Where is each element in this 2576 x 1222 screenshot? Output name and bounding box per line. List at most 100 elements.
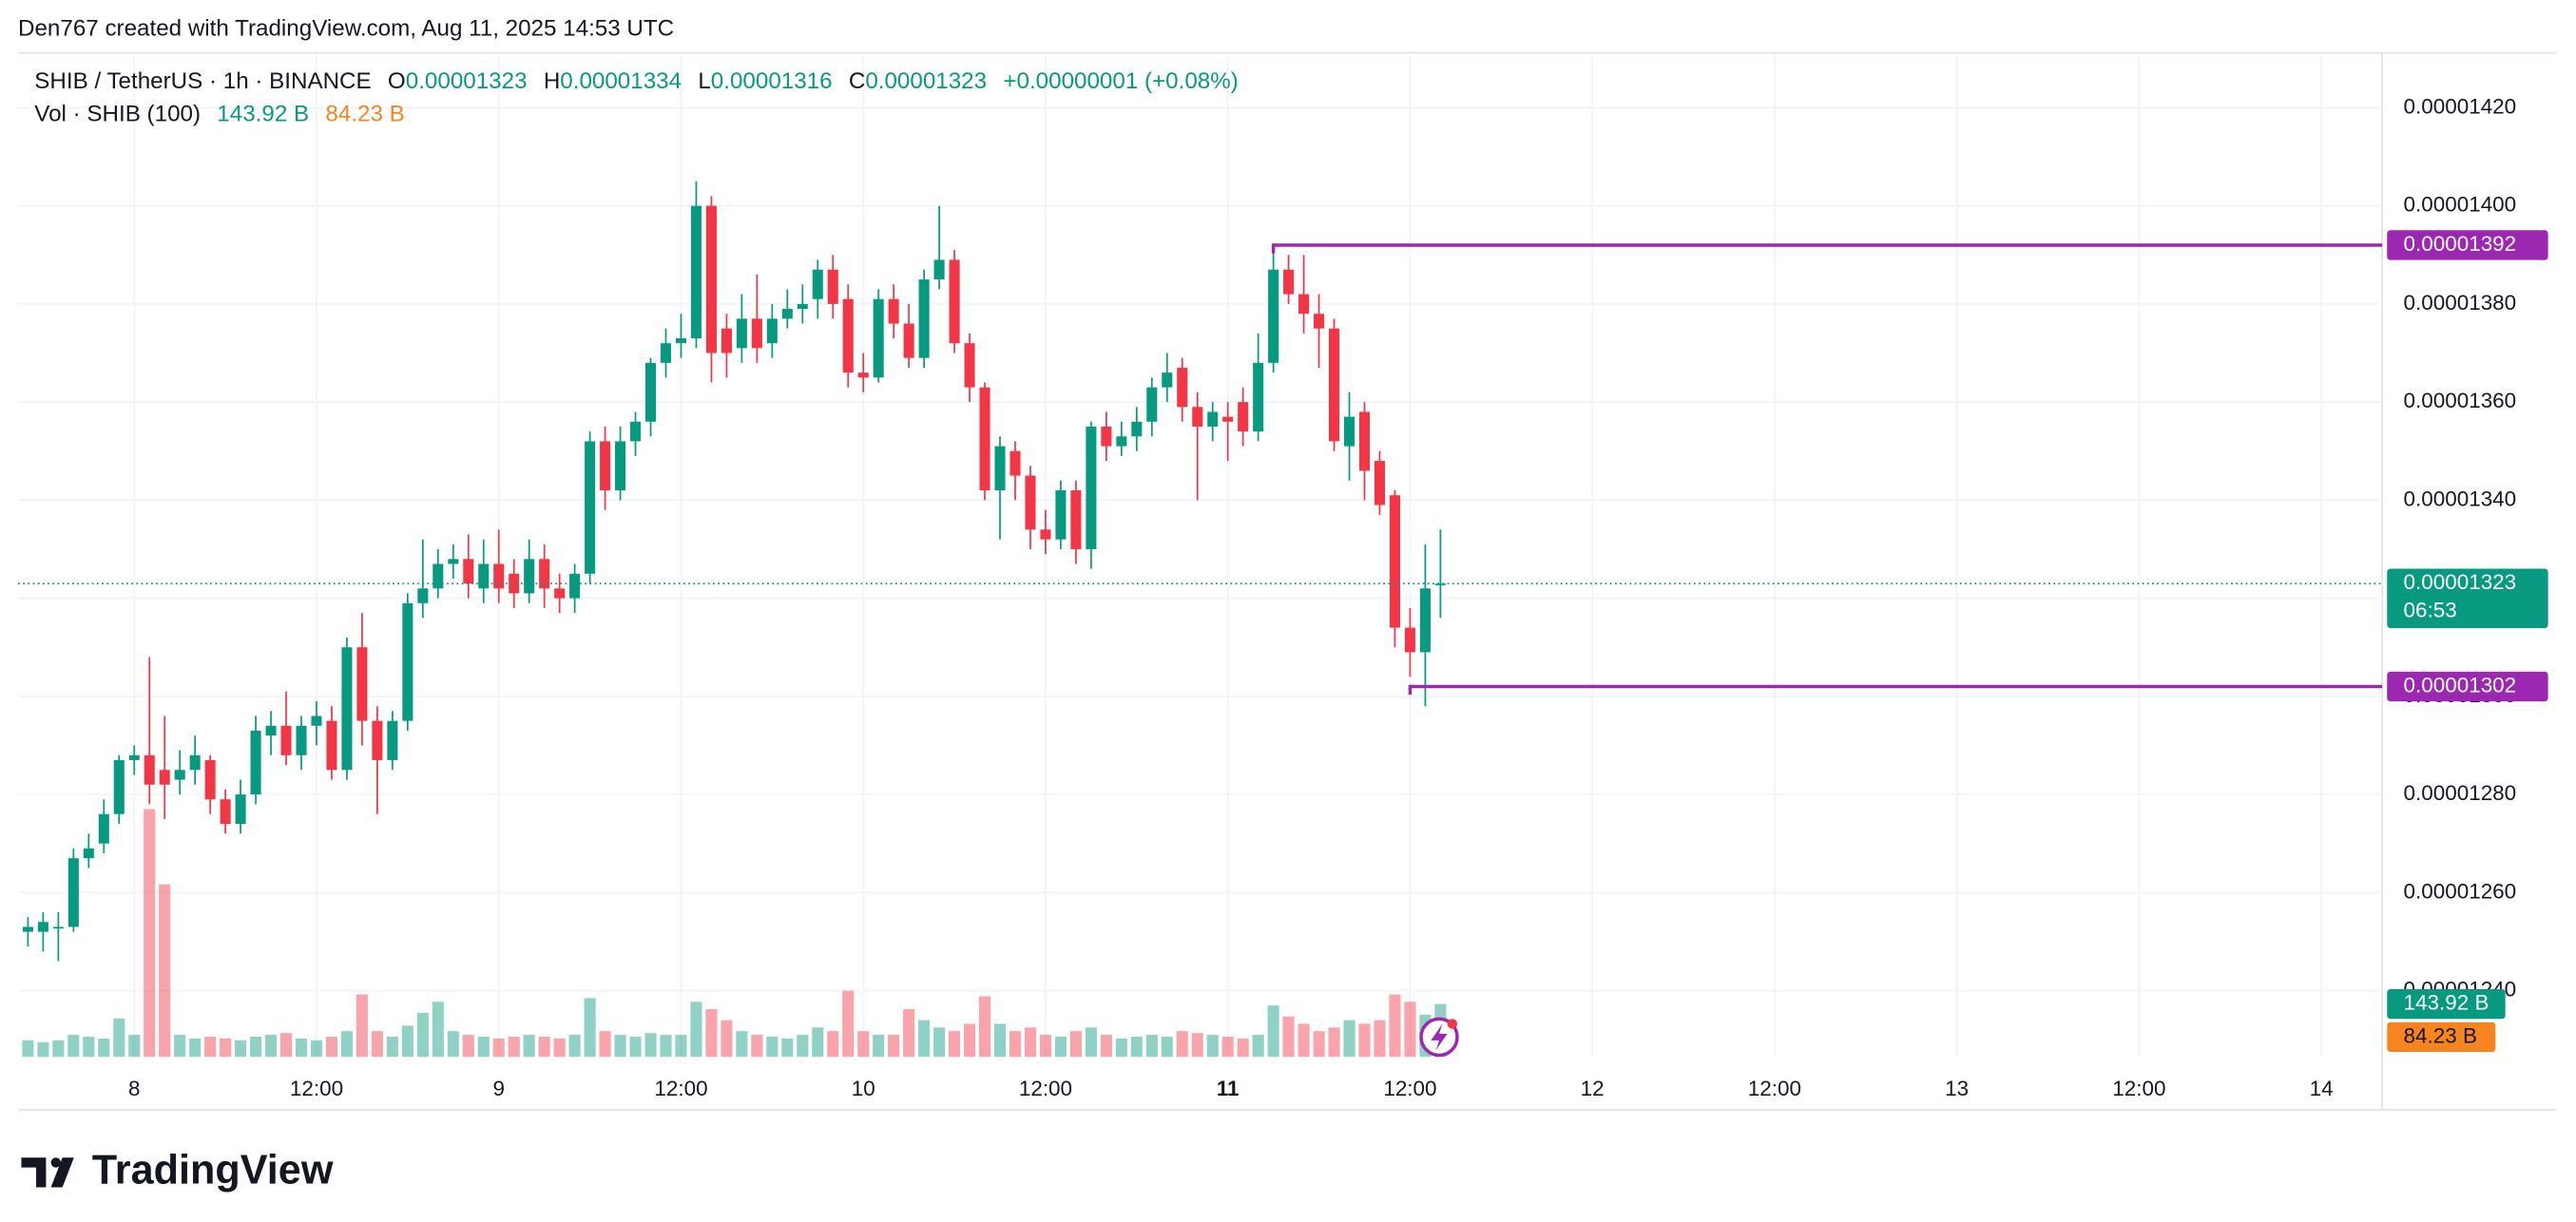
candle-body [1177, 367, 1188, 408]
volume-bar [1176, 1031, 1188, 1058]
candle-body [128, 754, 140, 760]
candle-body [296, 725, 307, 755]
candle-body [644, 362, 657, 422]
candle-body [600, 441, 611, 491]
candle-body [463, 559, 474, 584]
candle-body [933, 259, 945, 280]
candle-body [964, 343, 975, 388]
candle-body [204, 759, 216, 800]
x-tick-label: 12:00 [654, 1077, 707, 1100]
y-tick-label: 0.00001280 [2404, 781, 2517, 805]
volume-bar [690, 1002, 702, 1058]
volume-bar [386, 1036, 398, 1058]
volume-bar [964, 1023, 976, 1058]
volume-bar [903, 1009, 915, 1058]
candle-body [37, 922, 48, 932]
volume-bar [416, 1012, 429, 1058]
x-tick-label: 9 [492, 1077, 504, 1100]
candle-body [569, 573, 581, 599]
x-tick-label: 12 [1581, 1077, 1605, 1100]
candle-body [1238, 402, 1249, 432]
candle-body [417, 588, 429, 603]
candle-body [873, 298, 884, 378]
price-badge [2387, 568, 2548, 629]
candle-body [98, 813, 109, 844]
candle-body [1419, 588, 1431, 653]
volume-bar [128, 1035, 141, 1058]
candle-body [888, 298, 899, 324]
volume-bar [189, 1038, 202, 1058]
candle-body [918, 279, 930, 358]
y-tick-label: 0.00001340 [2404, 487, 2517, 510]
volume-bar [599, 1031, 611, 1058]
volume-bar [933, 1027, 946, 1058]
candle-body [585, 441, 596, 574]
candle-body [433, 563, 444, 589]
legend-item: SHIB / TetherUS · 1h · BINANCE [34, 68, 371, 94]
volume-bar [1343, 1020, 1355, 1058]
candle-body [1131, 421, 1143, 437]
candle-body [1253, 362, 1264, 432]
volume-badge-label: 143.92 B [2404, 991, 2489, 1015]
footer-text: TradingView [92, 1147, 334, 1193]
candle-body [660, 343, 672, 363]
candle-body [1314, 314, 1325, 329]
volume-bar [250, 1036, 262, 1058]
volume-bar [751, 1035, 763, 1058]
candle-body [781, 309, 793, 319]
volume-bar [37, 1041, 49, 1058]
candle-body [615, 441, 626, 491]
legend-item: O [388, 68, 406, 94]
volume-bar [660, 1035, 672, 1058]
volume-bar [1191, 1033, 1203, 1058]
candle-body [751, 318, 762, 349]
volume-bar [873, 1035, 885, 1058]
candle-body [1329, 328, 1340, 442]
candle-body [1025, 475, 1036, 530]
volume-bar [1298, 1023, 1310, 1058]
volume-bar [1145, 1035, 1158, 1058]
x-tick-label: 12:00 [290, 1077, 343, 1100]
candle-body [1162, 372, 1173, 388]
legend-volume: Vol · SHIB (100) 143.92 B 84.23 B [34, 102, 405, 127]
volume-bar [553, 1038, 566, 1058]
volume-bar [325, 1036, 338, 1058]
volume-bar [356, 994, 368, 1058]
legend-item: L [698, 68, 710, 94]
volume-bar [629, 1036, 642, 1058]
candle-body [159, 770, 170, 785]
level-badge [2387, 230, 2548, 260]
volume-bar [98, 1038, 110, 1058]
volume-bar [204, 1036, 217, 1058]
footer-logo: TradingView [21, 1147, 334, 1193]
candle-body [1283, 269, 1295, 295]
y-tick-label: 0.00001360 [2404, 389, 2517, 412]
candle-body [280, 725, 292, 755]
candle-body [1055, 490, 1067, 540]
candle-body [903, 323, 914, 358]
volume-bar [949, 1031, 961, 1058]
candle-body [372, 720, 383, 760]
legend-item: 143.92 B [217, 102, 309, 127]
candle-body [1116, 436, 1127, 447]
candle-body [539, 559, 550, 589]
volume-bar [812, 1027, 824, 1058]
candle-body [387, 720, 398, 760]
volume-bar [584, 998, 596, 1058]
volume-bar [1282, 1016, 1295, 1058]
volume-bar [614, 1035, 626, 1058]
volume-bar [174, 1035, 186, 1058]
volume-bar [797, 1035, 809, 1058]
candle-body [630, 421, 642, 442]
volume-bar [568, 1035, 581, 1058]
legend-item: C [849, 68, 865, 94]
legend-item: 0.00001334 [560, 68, 682, 94]
volume-bar [736, 1031, 748, 1058]
candle-body [812, 269, 823, 299]
candle-body [1222, 416, 1234, 422]
candle-body [144, 754, 155, 785]
volume-bar [447, 1031, 459, 1058]
volume-bar [1389, 994, 1401, 1058]
y-tick-label: 0.00001380 [2404, 291, 2517, 315]
